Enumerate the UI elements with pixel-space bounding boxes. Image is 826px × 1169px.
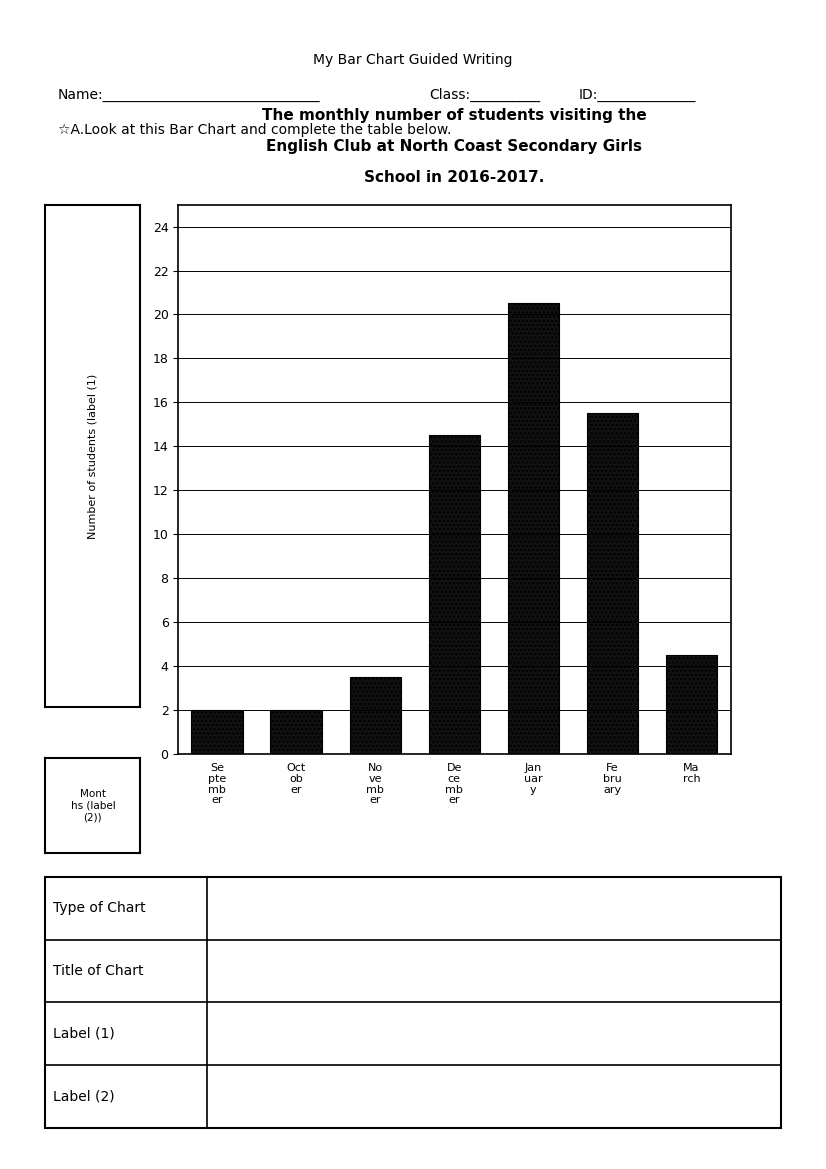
Bar <box>270 710 322 754</box>
Text: Number of students (label (1): Number of students (label (1) <box>88 373 98 539</box>
Text: ID:______________: ID:______________ <box>578 88 695 102</box>
Text: The monthly number of students visiting the: The monthly number of students visiting … <box>262 108 647 123</box>
Text: Title of Chart: Title of Chart <box>53 964 143 978</box>
Text: Class:__________: Class:__________ <box>430 88 541 102</box>
Bar <box>508 304 559 754</box>
Text: ☆A.Look at this Bar Chart and complete the table below.: ☆A.Look at this Bar Chart and complete t… <box>58 123 451 137</box>
Bar <box>192 710 243 754</box>
Text: Label (2): Label (2) <box>53 1090 115 1104</box>
Text: Mont
hs (label
(2)): Mont hs (label (2)) <box>70 789 116 822</box>
Bar <box>429 435 480 754</box>
Bar <box>349 677 401 754</box>
Bar <box>586 414 638 754</box>
Text: Type of Chart: Type of Chart <box>53 901 145 915</box>
Text: School in 2016-2017.: School in 2016-2017. <box>364 170 544 185</box>
Text: My Bar Chart Guided Writing: My Bar Chart Guided Writing <box>313 53 513 67</box>
Text: Name:_______________________________: Name:_______________________________ <box>58 88 320 102</box>
Text: Label (1): Label (1) <box>53 1026 115 1040</box>
FancyBboxPatch shape <box>45 877 781 1128</box>
Bar <box>666 655 717 754</box>
Text: English Club at North Coast Secondary Girls: English Club at North Coast Secondary Gi… <box>266 139 643 154</box>
